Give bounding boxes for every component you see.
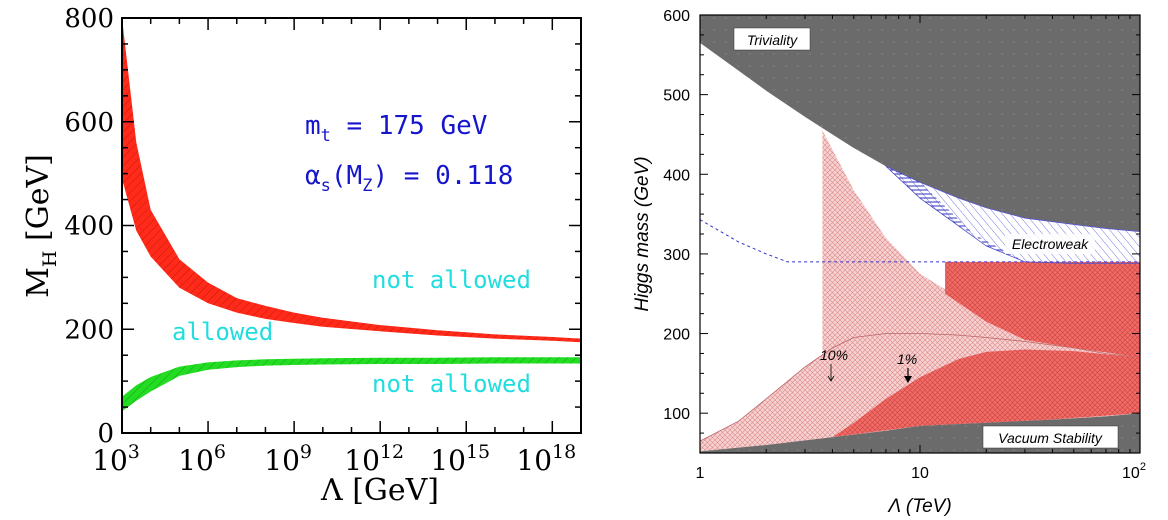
label-triviality: Triviality [733, 27, 811, 51]
label-10pct: 10% [820, 347, 848, 363]
left-ylabel: MH [GeV] [21, 154, 61, 298]
left-ytick-label: 400 [64, 212, 114, 242]
label-allowed: allowed [172, 318, 273, 346]
right-ylabel: Higgs mass (GeV) [632, 156, 653, 311]
left-ytick-label: 200 [64, 315, 114, 345]
left-xtick-label: 106 [178, 441, 226, 477]
svg-text:Vacuum Stability: Vacuum Stability [998, 430, 1103, 446]
left-ytick-label: 0 [97, 419, 114, 449]
label-electroweak: Electroweak [1005, 234, 1095, 254]
right-ytick-label: 400 [663, 167, 690, 184]
right-ytick-label: 600 [663, 8, 690, 25]
label-1pct: 1% [897, 351, 917, 367]
curve-10pct [700, 333, 1140, 442]
region-1pct [832, 349, 1140, 438]
annotation-alpha-s: αs(MZ) = 0.118 [305, 161, 513, 196]
label-not-allowed-top: not allowed [372, 266, 531, 294]
finetuning-band [822, 130, 1140, 358]
left-chart: 103 106 109 1012 1015 1018 0 200 400 600 800 Λ [Ge… [21, 4, 582, 508]
right-xlabel: Λ (TeV) [887, 496, 951, 517]
right-xtick-label: 102 [1122, 461, 1146, 482]
left-xtick-label: 103 [92, 441, 140, 477]
triviality-region [700, 15, 1140, 232]
region-dense-red [945, 261, 1140, 358]
left-xtick-label: 1015 [430, 441, 490, 477]
arrowhead-10pct [827, 375, 835, 382]
left-xtick-label: 1012 [344, 441, 404, 477]
dashed-bound-line [700, 219, 1140, 263]
right-chart: 1 10 102 100 200 300 400 500 600 Λ (TeV) Higgs m… [632, 8, 1146, 517]
electroweak-overlap [885, 166, 1025, 262]
arrowhead-1pct [904, 376, 912, 383]
left-ytick-label: 600 [64, 108, 114, 138]
svg-text:Triviality: Triviality [747, 32, 798, 48]
left-xlabel: Λ [GeV] [320, 473, 439, 508]
left-ytick-label: 800 [64, 4, 114, 34]
right-ytick-label: 300 [663, 247, 690, 264]
right-ytick-label: 200 [663, 327, 690, 344]
right-xtick-label: 1 [696, 465, 705, 482]
left-xtick-label: 1018 [516, 441, 576, 477]
right-xtick-label: 10 [911, 465, 929, 482]
right-ytick-label: 100 [663, 406, 690, 423]
svg-text:Electroweak: Electroweak [1012, 236, 1089, 252]
label-vacuum-stability: Vacuum Stability [982, 425, 1119, 449]
annotation-top-mass: mt = 175 GeV [305, 111, 487, 146]
green-band-hatch [122, 357, 581, 412]
label-not-allowed-bottom: not allowed [372, 370, 531, 398]
right-ytick-label: 500 [663, 88, 690, 105]
left-xtick-label: 109 [264, 441, 312, 477]
